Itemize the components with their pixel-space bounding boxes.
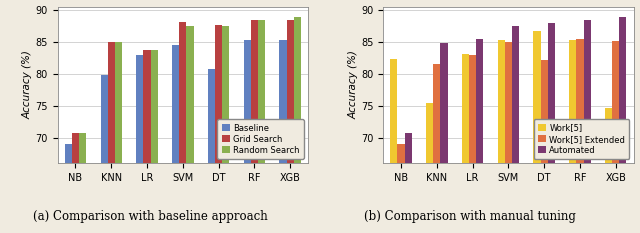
Bar <box>498 40 505 233</box>
Bar <box>215 25 222 233</box>
Bar <box>79 133 86 233</box>
Bar <box>251 20 258 233</box>
Bar <box>612 41 620 233</box>
Bar <box>115 42 122 233</box>
Bar <box>143 50 150 233</box>
Bar <box>258 20 265 233</box>
Bar <box>150 50 158 233</box>
Bar <box>469 55 476 233</box>
Bar <box>222 26 229 233</box>
Bar <box>440 43 447 233</box>
Bar <box>577 39 584 233</box>
Bar <box>390 59 397 233</box>
Bar <box>287 20 294 233</box>
Text: (b) Comparison with manual tuning: (b) Comparison with manual tuning <box>364 210 577 223</box>
Y-axis label: Accuracy (%): Accuracy (%) <box>22 51 33 120</box>
Bar <box>476 39 483 233</box>
Bar <box>65 144 72 233</box>
Bar <box>512 26 519 233</box>
Bar <box>605 108 612 233</box>
Bar <box>208 69 215 233</box>
Text: (a) Comparison with baseline approach: (a) Comparison with baseline approach <box>33 210 268 223</box>
Bar <box>280 40 287 233</box>
Bar <box>505 42 512 233</box>
Bar <box>72 133 79 233</box>
Bar <box>462 54 469 233</box>
Bar <box>426 103 433 233</box>
Bar <box>533 31 541 233</box>
Bar <box>100 75 108 233</box>
Bar <box>433 64 440 233</box>
Bar <box>404 133 412 233</box>
Bar <box>548 23 555 233</box>
Y-axis label: Accuracy (%): Accuracy (%) <box>348 51 358 120</box>
Legend: Work[5], Work[5] Extended, Automated: Work[5], Work[5] Extended, Automated <box>534 120 629 159</box>
Bar <box>244 40 251 233</box>
Bar <box>186 26 193 233</box>
Bar <box>108 42 115 233</box>
Bar <box>620 17 627 233</box>
Bar <box>397 144 404 233</box>
Bar <box>541 60 548 233</box>
Bar <box>569 40 577 233</box>
Bar <box>179 22 186 233</box>
Legend: Baseline, Grid Search, Random Search: Baseline, Grid Search, Random Search <box>218 120 304 159</box>
Bar <box>172 45 179 233</box>
Bar <box>584 20 591 233</box>
Bar <box>294 17 301 233</box>
Bar <box>136 55 143 233</box>
